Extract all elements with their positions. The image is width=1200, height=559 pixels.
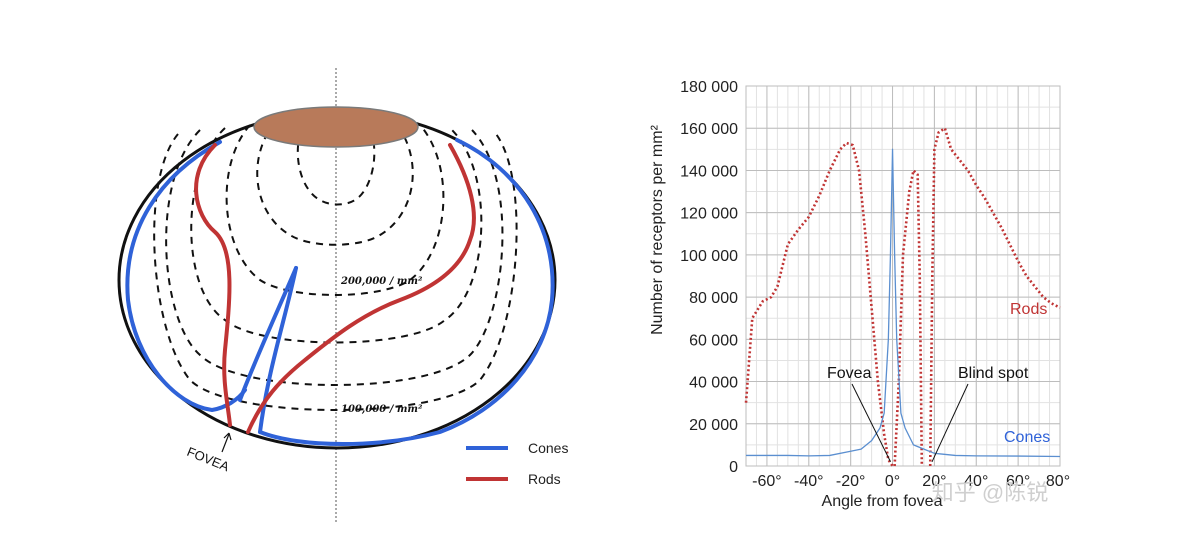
contour-6 [296, 119, 376, 206]
cones-inner-branch [238, 266, 298, 402]
blind-spot-annotation-leader [931, 383, 969, 462]
y-axis-label: Number of receptors per mm² [649, 124, 666, 335]
y-tick-label: 0 [729, 459, 738, 476]
y-tick-label: 140 000 [680, 163, 738, 180]
y-tick-label: 180 000 [680, 79, 738, 96]
fovea-pointer-arrow [221, 433, 230, 453]
y-tick-label: 100 000 [680, 248, 738, 265]
x-tick-labels: -60° -40° -20° 0° 20° 40° 60° 80° [752, 473, 1070, 490]
rods-boundary-curves [194, 143, 476, 434]
contour-4 [225, 124, 445, 296]
cones-series-line [746, 148, 1061, 458]
y-tick-label: 20 000 [689, 417, 738, 434]
fovea-label: FOVEA [185, 444, 232, 475]
rods-left [194, 143, 232, 427]
contour-2 [165, 129, 504, 386]
blind-spot-annotation: Blind spot [958, 365, 1029, 382]
density-label-200k: 200,000 / mm² [340, 276, 423, 287]
x-tick-label: 40° [964, 473, 988, 490]
y-tick-label: 160 000 [680, 121, 738, 138]
rods-series-line [744, 141, 894, 467]
diagram-legend: Cones Rods [466, 440, 568, 487]
x-tick-label: 60° [1006, 473, 1030, 490]
fovea-annotation-leader [851, 383, 891, 462]
y-tick-label: 60 000 [689, 332, 738, 349]
fovea-pointer-arrowhead [223, 432, 232, 441]
contour-5 [256, 121, 414, 246]
chart-series [744, 126, 1061, 467]
cones-outer-left [125, 140, 247, 413]
fovea-annotation: Fovea [827, 365, 872, 382]
cones-outer-right [258, 138, 555, 446]
x-tick-label: -60° [752, 473, 782, 490]
legend-rods-label: Rods [528, 471, 561, 487]
density-label-100k: 100,000 / mm² [341, 404, 423, 415]
y-tick-label: 120 000 [680, 206, 738, 223]
watermark: 知乎 @陈锐 [932, 480, 1048, 505]
y-tick-label: 40 000 [689, 375, 738, 392]
x-tick-label: 80° [1046, 473, 1070, 490]
y-tick-labels: 0 20 000 40 000 60 000 80 000 100 000 120 000 1… [680, 79, 738, 476]
isodensity-contours [153, 119, 518, 411]
optic-cap [253, 106, 419, 148]
retina-density-diagram: 200,000 / mm² 100,000 / mm² FOVEA Cones … [117, 68, 568, 522]
x-tick-label: -40° [794, 473, 824, 490]
x-axis-label: Angle from fovea [822, 493, 943, 510]
x-tick-label: -20° [836, 473, 866, 490]
legend-cones-label: Cones [528, 440, 568, 456]
x-tick-label: 20° [922, 473, 946, 490]
y-tick-label: 80 000 [689, 290, 738, 307]
rods-right [246, 143, 476, 434]
cones-boundary-curves [125, 138, 555, 446]
cones-series-label: Cones [1004, 429, 1050, 446]
cones-inner-branch-2 [258, 266, 298, 434]
contour-3 [190, 127, 483, 344]
contour-1 [153, 133, 518, 411]
plot-frame [745, 85, 1061, 467]
rods-series-label: Rods [1010, 301, 1047, 318]
x-tick-label: 0° [885, 473, 900, 490]
rods-series-line [928, 126, 1061, 467]
receptor-density-chart: 0 20 000 40 000 60 000 80 000 100 000 120 000 1… [649, 79, 1070, 510]
